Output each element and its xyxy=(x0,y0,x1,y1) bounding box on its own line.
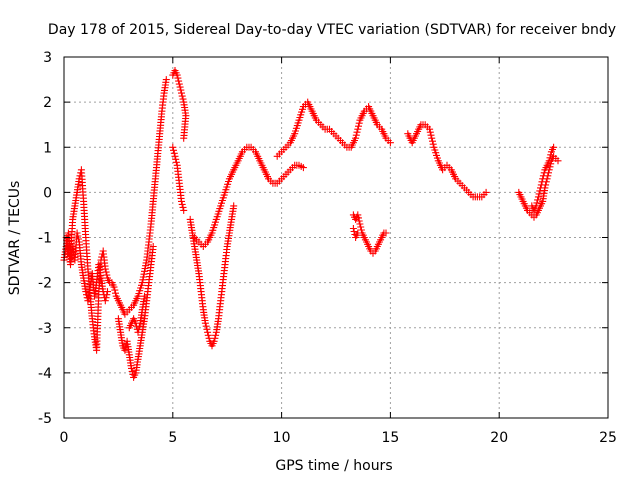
x-tick-label: 25 xyxy=(599,430,617,446)
y-tick-label: 1 xyxy=(43,140,52,156)
chart-title: Day 178 of 2015, Sidereal Day-to-day VTE… xyxy=(48,22,616,38)
y-tick-label: -4 xyxy=(38,366,52,382)
y-tick-label: -2 xyxy=(38,276,52,292)
y-tick-label: 2 xyxy=(43,95,52,111)
y-tick-label: -1 xyxy=(38,231,52,247)
x-tick-label: 0 xyxy=(60,430,69,446)
y-tick-label: 3 xyxy=(43,50,52,66)
y-tick-label: -5 xyxy=(38,411,52,427)
x-tick-label: 20 xyxy=(490,430,508,446)
grid-layer xyxy=(64,57,608,418)
y-tick-label: 0 xyxy=(43,185,52,201)
data-marks-layer xyxy=(60,67,562,381)
x-tick-label: 15 xyxy=(381,430,399,446)
y-axis-label: SDTVAR / TECUs xyxy=(7,181,23,296)
x-axis-label: GPS time / hours xyxy=(275,458,392,474)
data-point-markers xyxy=(60,67,562,381)
x-tick-label: 5 xyxy=(168,430,177,446)
y-tick-label: -3 xyxy=(38,321,52,337)
tick-layer: 0 5 10 15 20 25 -5 -4 -3 -2 -1 0 1 2 3 xyxy=(38,50,617,446)
x-tick-label: 10 xyxy=(273,430,291,446)
